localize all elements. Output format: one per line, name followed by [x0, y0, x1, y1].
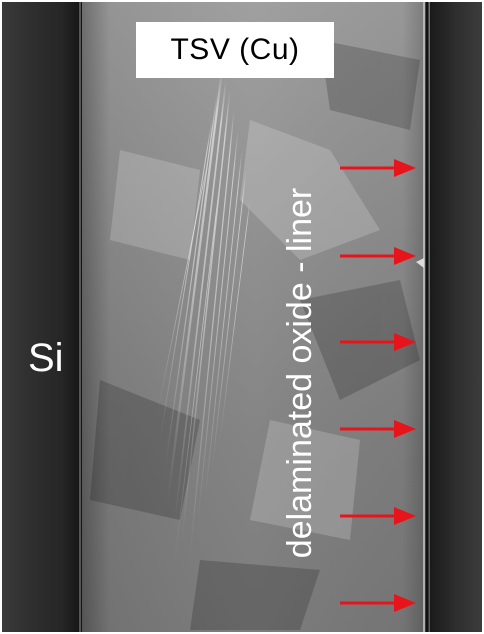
tsv-cu-label: TSV (Cu): [136, 22, 334, 78]
arrow-4: [340, 420, 416, 438]
delaminated-oxide-liner-label: delaminated oxide - liner: [281, 187, 319, 559]
si-label: Si: [28, 336, 64, 380]
si-region-right: [430, 2, 482, 632]
delamination-arrows: [340, 159, 416, 612]
arrow-3: [340, 333, 416, 351]
arrow-1: [340, 159, 416, 177]
arrow-2: [340, 247, 416, 265]
arrow-6: [340, 594, 416, 612]
cu-grain-texture: [90, 40, 420, 630]
arrow-5: [340, 507, 416, 525]
twin-boundary-streaks: [157, 69, 251, 561]
si-region-left: [2, 2, 82, 632]
